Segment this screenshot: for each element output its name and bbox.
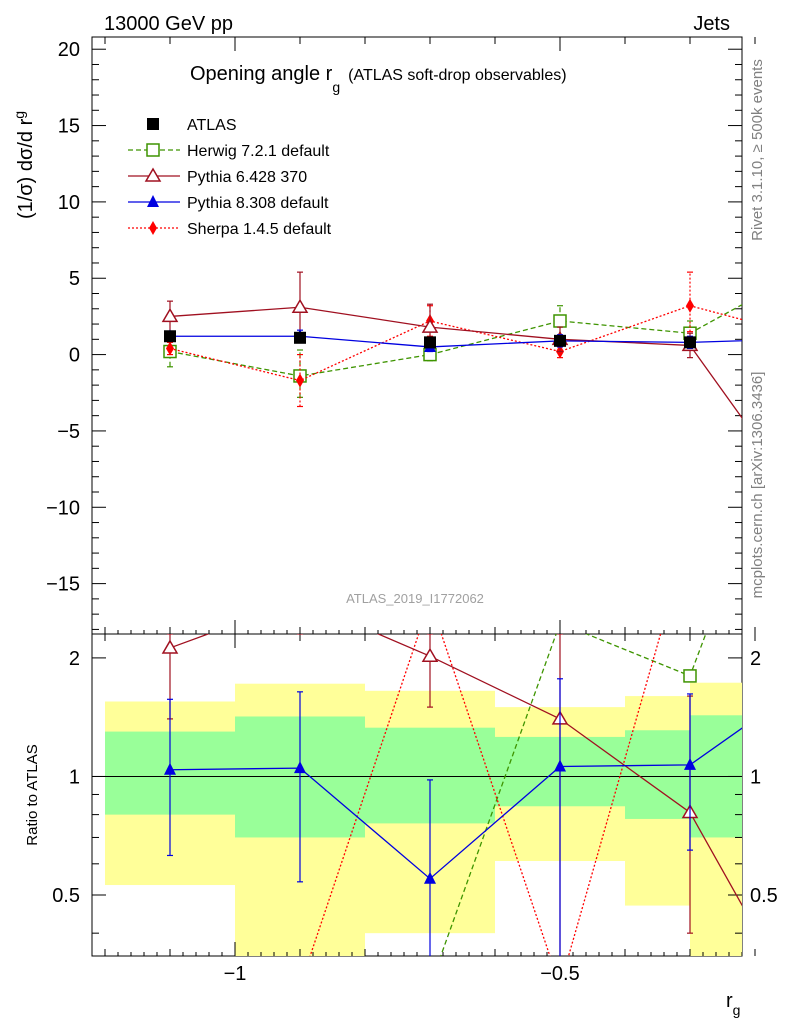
ratio-series-layer bbox=[161, 411, 786, 993]
legend-label-pythia-8-308-default: Pythia 8.308 default bbox=[187, 195, 329, 212]
ratio-point-pythia-8-308-default bbox=[554, 759, 566, 772]
point-pythia-6-428-370 bbox=[161, 307, 179, 323]
point-atlas bbox=[782, 339, 786, 351]
ratio-line-sherpa-1-4-5-default bbox=[309, 634, 662, 956]
x-axis-label: rg bbox=[726, 990, 740, 1018]
ratio-line-pythia-8-308-default bbox=[169, 727, 742, 880]
ratio-point-pythia-8-308-default bbox=[684, 757, 696, 770]
series-layer bbox=[161, 271, 786, 486]
analysis-id: ATLAS_2019_I1772062 bbox=[346, 591, 484, 606]
chart-title: Opening angle rg(ATLAS soft-drop observa… bbox=[190, 63, 567, 95]
ratio-tick-label-right: 0.5 bbox=[750, 885, 778, 907]
legend-label-herwig-7-2-1-default: Herwig 7.2.1 default bbox=[187, 143, 330, 160]
legend: ATLAS Herwig 7.2.1 default Pythia 6.428 37… bbox=[128, 117, 332, 238]
energy-label: 13000 GeV pp bbox=[104, 13, 233, 35]
y-tick-label: −15 bbox=[46, 574, 80, 596]
ratio-errorbar-pythia-8-308-default bbox=[167, 698, 173, 857]
point-atlas bbox=[554, 334, 566, 347]
ratio-errorbar-pythia-6-428-370 bbox=[297, 634, 303, 635]
point-atlas bbox=[294, 331, 306, 344]
point-pythia-6-428-370 bbox=[421, 318, 439, 333]
ratio-point-herwig-7-2-1-default bbox=[164, 980, 176, 992]
point-pythia-6-428-370 bbox=[781, 474, 786, 486]
y-tick-label: 20 bbox=[58, 39, 80, 61]
ratio-tick-label-right: 2 bbox=[750, 648, 761, 670]
x-tick-label: −1 bbox=[224, 963, 247, 985]
legend-label-atlas: ATLAS bbox=[187, 117, 237, 134]
ratio-point-sherpa-1-4-5-default bbox=[166, 979, 174, 993]
ratio-errorbar-pythia-8-308-default bbox=[557, 678, 563, 956]
ratio-point-sherpa-1-4-5-default bbox=[686, 524, 694, 538]
series-line-pythia-8-308-default bbox=[170, 335, 742, 348]
point-sherpa-1-4-5-default bbox=[686, 298, 694, 313]
legend-marker-pythia-8-308-default bbox=[147, 195, 159, 207]
point-atlas bbox=[424, 336, 436, 349]
mcplots-note: mcplots.cern.ch [arXiv:1306.3436] bbox=[749, 372, 766, 599]
ratio-point-herwig-7-2-1-default bbox=[294, 980, 306, 992]
ratio-point-herwig-7-2-1-default bbox=[782, 411, 786, 423]
ratio-tick-label-right: 1 bbox=[750, 766, 761, 788]
y-tick-label: 0 bbox=[69, 345, 80, 367]
ratio-point-pythia-8-308-default bbox=[424, 871, 436, 884]
ratio-point-pythia-6-428-370 bbox=[781, 979, 786, 991]
y-tick-label: 5 bbox=[69, 268, 80, 290]
ratio-point-pythia-6-428-370 bbox=[421, 647, 439, 662]
ratio-point-herwig-7-2-1-default bbox=[424, 980, 436, 992]
ratio-tick-label: 1 bbox=[69, 766, 80, 788]
ratio-point-pythia-8-308-default bbox=[294, 761, 306, 774]
legend-marker-atlas bbox=[147, 118, 159, 130]
axis-ticks: −1 −0.5 −15 −10 −5 0 5 10 15 20 0.5 0.5 1 1 2 2 bbox=[46, 37, 778, 985]
series-line-pythia-6-428-370 bbox=[169, 306, 742, 420]
series-line-herwig-7-2-1-default bbox=[169, 303, 742, 377]
y-tick-label: −5 bbox=[57, 421, 80, 443]
ratio-line-pythia-6-428-370 bbox=[169, 634, 742, 907]
point-atlas bbox=[684, 336, 696, 349]
point-herwig-7-2-1-default bbox=[553, 314, 567, 328]
ratio-tick-label: 2 bbox=[69, 648, 80, 670]
ratio-point-sherpa-1-4-5-default bbox=[296, 979, 304, 993]
point-herwig-7-2-1-default bbox=[782, 274, 786, 286]
legend-marker-sherpa-1-4-5-default bbox=[149, 221, 157, 235]
legend-marker-pythia-6-428-370 bbox=[144, 167, 162, 182]
ratio-point-herwig-7-2-1-default bbox=[683, 669, 697, 683]
point-sherpa-1-4-5-default bbox=[296, 373, 304, 388]
category-label: Jets bbox=[693, 13, 730, 35]
legend-label-pythia-6-428-370: Pythia 6.428 370 bbox=[187, 169, 307, 186]
ratio-point-pythia-6-428-370 bbox=[293, 593, 307, 605]
ratio-tick-label: 0.5 bbox=[52, 885, 80, 907]
y-tick-label: 15 bbox=[58, 116, 80, 138]
y-tick-label: −10 bbox=[46, 497, 80, 519]
legend-label-sherpa-1-4-5-default: Sherpa 1.4.5 default bbox=[187, 221, 332, 238]
point-sherpa-1-4-5-default bbox=[166, 341, 174, 356]
point-pythia-6-428-370 bbox=[291, 298, 309, 314]
ratio-errorbar-pythia-8-308-default bbox=[297, 691, 303, 883]
ratio-errorbar-pythia-6-428-370 bbox=[427, 634, 433, 708]
ratio-point-pythia-8-308-default bbox=[782, 689, 786, 701]
x-tick-label: −0.5 bbox=[540, 963, 579, 985]
series-line-sherpa-1-4-5-default bbox=[169, 305, 742, 382]
ratio-line-herwig-7-2-1-default bbox=[440, 634, 707, 956]
legend-marker-herwig-7-2-1-default bbox=[146, 143, 160, 157]
ratio-errorbar-pythia-8-308-default bbox=[687, 693, 693, 851]
y-axis-label: (1/σ) dσ/d rg bbox=[11, 111, 37, 219]
ratio-y-axis-label: Ratio to ATLAS bbox=[24, 744, 41, 845]
point-atlas bbox=[164, 330, 176, 343]
point-pythia-8-308-default bbox=[782, 332, 786, 344]
y-tick-label: 10 bbox=[58, 192, 80, 214]
rivet-note: Rivet 3.1.10, ≥ 500k events bbox=[749, 59, 766, 241]
ratio-point-pythia-6-428-370 bbox=[161, 639, 179, 654]
ratio-bands bbox=[92, 682, 742, 956]
ratio-point-pythia-8-308-default bbox=[164, 762, 176, 775]
